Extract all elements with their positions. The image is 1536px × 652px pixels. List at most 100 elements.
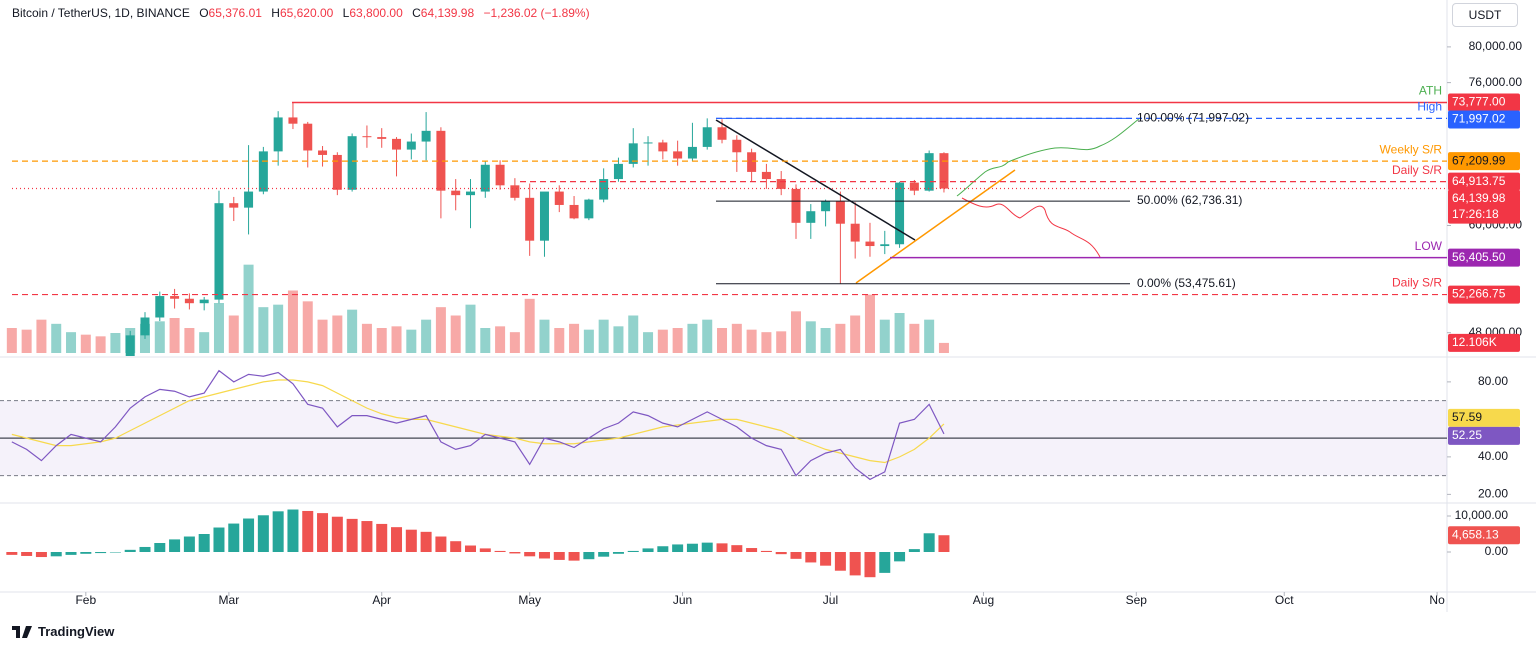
- symbol-header: Bitcoin / TetherUS, 1D, BINANCE O65,376.…: [12, 6, 590, 20]
- candle-body: [895, 182, 905, 245]
- histogram-bar: [642, 548, 654, 552]
- candle-body: [7, 378, 16, 380]
- histogram-bar: [154, 543, 166, 552]
- candle-body: [732, 139, 742, 153]
- histogram-badge-bg: [1448, 526, 1520, 545]
- histogram-bar: [583, 551, 595, 560]
- candle-body: [495, 164, 505, 186]
- histogram-bar: [50, 551, 62, 557]
- candle-body: [229, 203, 239, 208]
- candle-body: [258, 151, 268, 192]
- x-tick-label: Jun: [673, 593, 692, 607]
- fib-label: 50.00% (62,736.31): [1137, 193, 1242, 207]
- candle-body: [510, 185, 520, 198]
- candle-body: [628, 143, 638, 164]
- candle-body: [421, 130, 431, 142]
- histogram-bar: [524, 551, 536, 557]
- rsi-line: [11, 369, 945, 481]
- candle-body: [155, 296, 165, 318]
- price-pane: [6, 102, 949, 390]
- candle-body: [125, 335, 135, 356]
- volume-bar: [894, 313, 905, 353]
- currency-button[interactable]: USDT: [1452, 3, 1518, 27]
- volume-bar: [509, 332, 520, 353]
- countdown: 17:26:18: [1452, 207, 1499, 221]
- histogram-bar: [257, 515, 269, 552]
- histogram-bar: [686, 543, 698, 552]
- x-tick-label: No: [1429, 593, 1445, 607]
- histogram-bar: [80, 551, 92, 554]
- candle-body: [776, 179, 786, 189]
- volume-bar: [228, 315, 239, 353]
- y-tick-label: 10,000.00: [1455, 508, 1509, 522]
- histogram-bar: [657, 546, 669, 552]
- volume-bar: [95, 336, 106, 353]
- histogram-bar: [272, 511, 284, 552]
- x-tick-label: Oct: [1275, 593, 1294, 607]
- y-tick-label: 80,000.00: [1469, 39, 1523, 53]
- volume-bar: [717, 328, 728, 353]
- volume-bar: [361, 323, 372, 353]
- histogram-bar: [760, 550, 772, 552]
- volume-bar: [51, 323, 62, 353]
- volume-bar: [6, 328, 17, 353]
- histogram-bar: [479, 548, 491, 552]
- quote-value: 63,800.00: [349, 6, 403, 20]
- histogram-bar: [317, 513, 329, 552]
- volume-bar: [820, 328, 831, 353]
- rsi-badge-bg: [1448, 426, 1520, 445]
- histogram-bar: [701, 542, 713, 552]
- volume-bar: [850, 315, 861, 353]
- quote-value: 65,620.00: [279, 6, 334, 20]
- volume-bar: [805, 321, 816, 353]
- histogram-bar: [361, 521, 373, 552]
- level-tag: ATH: [1419, 84, 1442, 98]
- candle-body: [22, 380, 31, 390]
- volume-bar: [21, 329, 32, 353]
- histogram-bar: [287, 509, 299, 552]
- price-badge: 64,139.98: [1452, 191, 1506, 205]
- rsi-badge-bg: [1448, 408, 1520, 427]
- volume-bar: [421, 319, 432, 353]
- volume-bar: [761, 332, 772, 353]
- level-tag: Daily S/R: [1392, 276, 1442, 290]
- candle-body: [332, 154, 342, 190]
- histogram-bar: [627, 550, 639, 552]
- histogram-bar: [420, 531, 432, 552]
- candle-body: [140, 317, 150, 336]
- level-badge-bg: [1448, 110, 1520, 129]
- candle-body: [170, 296, 180, 299]
- histogram-bar: [346, 518, 358, 552]
- volume-bar: [154, 321, 165, 353]
- candle-body: [909, 182, 919, 191]
- volume-bar: [938, 342, 949, 353]
- y-tick-label: 76,000.00: [1469, 75, 1523, 89]
- volume-bar: [273, 304, 284, 353]
- quote-value: 64,139.98: [420, 6, 475, 20]
- candle-body: [658, 142, 668, 152]
- price-badge-bg: [1448, 189, 1520, 224]
- symbol: Bitcoin / TetherUS, 1D, BINANCE: [12, 6, 190, 20]
- volume-bar: [406, 329, 417, 353]
- histogram-bar: [302, 510, 314, 552]
- level-badge: 73,777.00: [1452, 95, 1506, 109]
- candle-body: [939, 153, 949, 189]
- volume-bar: [495, 326, 506, 353]
- histogram-bar: [775, 551, 787, 555]
- volume-bar: [317, 319, 328, 353]
- volume-bar: [554, 328, 565, 353]
- candle-body: [81, 375, 90, 377]
- volume-bar: [746, 329, 757, 353]
- y-tick-label: 20.00: [1478, 487, 1508, 501]
- trend-line: [715, 119, 916, 241]
- histogram-bar: [731, 545, 743, 552]
- volume-bar: [435, 307, 446, 353]
- y-tick-label: 80.00: [1478, 374, 1508, 388]
- histogram-bar: [746, 548, 758, 552]
- candle-body: [539, 191, 549, 241]
- candle-body: [747, 152, 757, 172]
- candle-body: [806, 211, 816, 223]
- candle-body: [318, 150, 328, 155]
- histogram-bar: [568, 551, 580, 561]
